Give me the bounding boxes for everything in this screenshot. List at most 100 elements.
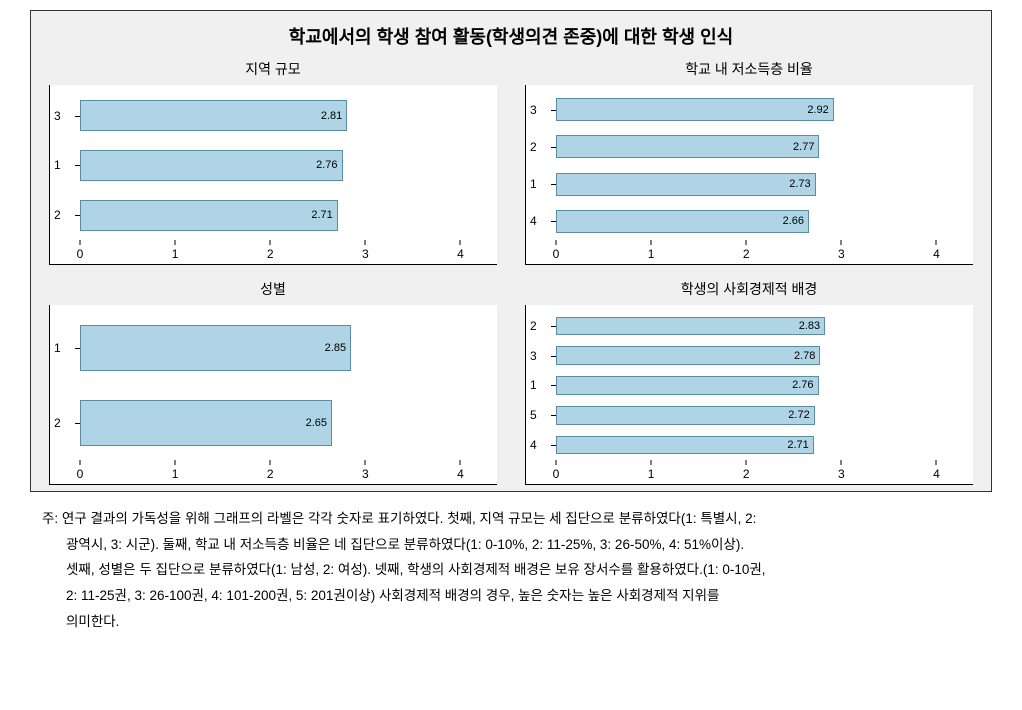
x-tick-mark: [936, 460, 937, 465]
x-tick-mark: [841, 240, 842, 245]
y-tick-label: 3: [530, 103, 537, 117]
x-tick-mark: [460, 240, 461, 245]
bar: 2.73: [556, 173, 816, 196]
footnote-line: 주: 연구 결과의 가독성을 위해 그래프의 라벨은 각각 숫자로 표기하였다.…: [42, 506, 980, 532]
bar-row: 22.77: [556, 135, 965, 158]
panel-title: 지역 규모: [49, 59, 497, 79]
x-axis: 01234: [556, 240, 965, 264]
x-axis: 01234: [80, 460, 489, 484]
footnote-line: 광역시, 3: 시군). 둘째, 학교 내 저소득층 비율은 네 집단으로 분류…: [42, 532, 980, 558]
y-tick-label: 3: [530, 349, 537, 363]
x-tick-label: 4: [933, 247, 940, 261]
y-tick-label: 1: [530, 378, 537, 392]
bar-row: 32.92: [556, 98, 965, 121]
bar-value-label: 2.65: [306, 417, 327, 429]
bar-row: 32.81: [80, 100, 489, 131]
bar-row: 22.83: [556, 317, 965, 335]
bar-value-label: 2.83: [799, 320, 820, 332]
x-tick-mark: [841, 460, 842, 465]
bar-row: 12.76: [556, 376, 965, 394]
x-tick-mark: [936, 240, 937, 245]
y-tick-label: 4: [530, 214, 537, 228]
x-tick-mark: [556, 460, 557, 465]
x-tick-mark: [556, 240, 557, 245]
bar-value-label: 2.81: [321, 110, 342, 122]
bar-value-label: 2.73: [789, 178, 810, 190]
x-tick-mark: [651, 240, 652, 245]
bar-value-label: 2.71: [311, 209, 332, 221]
x-tick-mark: [365, 240, 366, 245]
y-tick-label: 2: [54, 416, 61, 430]
bar-row: 12.73: [556, 173, 965, 196]
bar-value-label: 2.71: [787, 439, 808, 451]
plot-area: 12.85 22.65: [80, 311, 489, 460]
bar-row: 22.65: [80, 400, 489, 446]
plot-area: 32.81 12.76 22.71: [80, 91, 489, 240]
y-tick-label: 2: [530, 140, 537, 154]
x-tick-mark: [80, 460, 81, 465]
x-tick-label: 3: [362, 467, 369, 481]
y-tick-label: 5: [530, 408, 537, 422]
chart: 32.9222.7712.7342.6601234: [525, 85, 973, 265]
bar-row: 42.71: [556, 436, 965, 454]
bar: 2.76: [556, 376, 819, 394]
bar-row: 32.78: [556, 346, 965, 364]
panel-p3: 학생의 사회경제적 배경22.8332.7812.7652.7242.71012…: [525, 279, 973, 485]
x-tick-mark: [175, 460, 176, 465]
footnote-line: 의미한다.: [42, 609, 980, 635]
plot-area: 32.92 22.77 12.73 42.66: [556, 91, 965, 240]
bar-row: 12.76: [80, 150, 489, 181]
x-tick-label: 3: [362, 247, 369, 261]
y-tick-label: 1: [530, 177, 537, 191]
bar: 2.76: [80, 150, 343, 181]
bar: 2.71: [556, 436, 814, 454]
panel-title: 성별: [49, 279, 497, 299]
x-tick-mark: [746, 460, 747, 465]
plot-area: 22.83 32.78 12.76 52.72 42.71: [556, 311, 965, 460]
y-tick-label: 3: [54, 109, 61, 123]
x-tick-label: 1: [648, 467, 655, 481]
x-tick-label: 3: [838, 247, 845, 261]
x-tick-label: 1: [172, 467, 179, 481]
chart: 12.8522.6501234: [49, 305, 497, 485]
bar: 2.83: [556, 317, 825, 335]
bar: 2.81: [80, 100, 347, 131]
x-tick-label: 3: [838, 467, 845, 481]
bar: 2.66: [556, 210, 809, 233]
bar: 2.77: [556, 135, 819, 158]
x-tick-mark: [270, 460, 271, 465]
y-tick-label: 2: [54, 208, 61, 222]
panel-title: 학교 내 저소득층 비율: [525, 59, 973, 79]
bar-value-label: 2.72: [788, 409, 809, 421]
bar: 2.92: [556, 98, 834, 121]
panel-title: 학생의 사회경제적 배경: [525, 279, 973, 299]
x-tick-label: 1: [172, 247, 179, 261]
footnote-line: 셋째, 성별은 두 집단으로 분류하였다(1: 남성, 2: 여성). 넷째, …: [42, 557, 980, 583]
footnote: 주: 연구 결과의 가독성을 위해 그래프의 라벨은 각각 숫자로 표기하였다.…: [30, 506, 992, 634]
bar: 2.72: [556, 406, 815, 424]
y-tick-label: 1: [54, 341, 61, 355]
x-axis: 01234: [80, 240, 489, 264]
x-tick-mark: [651, 460, 652, 465]
bar-value-label: 2.78: [794, 350, 815, 362]
x-tick-mark: [80, 240, 81, 245]
bar-value-label: 2.76: [316, 159, 337, 171]
y-tick-label: 1: [54, 158, 61, 172]
x-tick-label: 0: [77, 247, 84, 261]
bar-row: 42.66: [556, 210, 965, 233]
bar-row: 52.72: [556, 406, 965, 424]
bar-value-label: 2.92: [807, 104, 828, 116]
x-tick-label: 1: [648, 247, 655, 261]
chart: 22.8332.7812.7652.7242.7101234: [525, 305, 973, 485]
x-tick-label: 2: [743, 247, 750, 261]
x-tick-mark: [746, 240, 747, 245]
x-tick-mark: [270, 240, 271, 245]
bar-row: 12.85: [80, 325, 489, 371]
bar: 2.78: [556, 346, 820, 364]
bar: 2.85: [80, 325, 351, 371]
panel-p2: 성별12.8522.6501234: [49, 279, 497, 485]
panel-p0: 지역 규모32.8112.7622.7101234: [49, 59, 497, 265]
x-tick-label: 4: [457, 247, 464, 261]
bar-row: 22.71: [80, 200, 489, 231]
x-tick-label: 0: [553, 467, 560, 481]
